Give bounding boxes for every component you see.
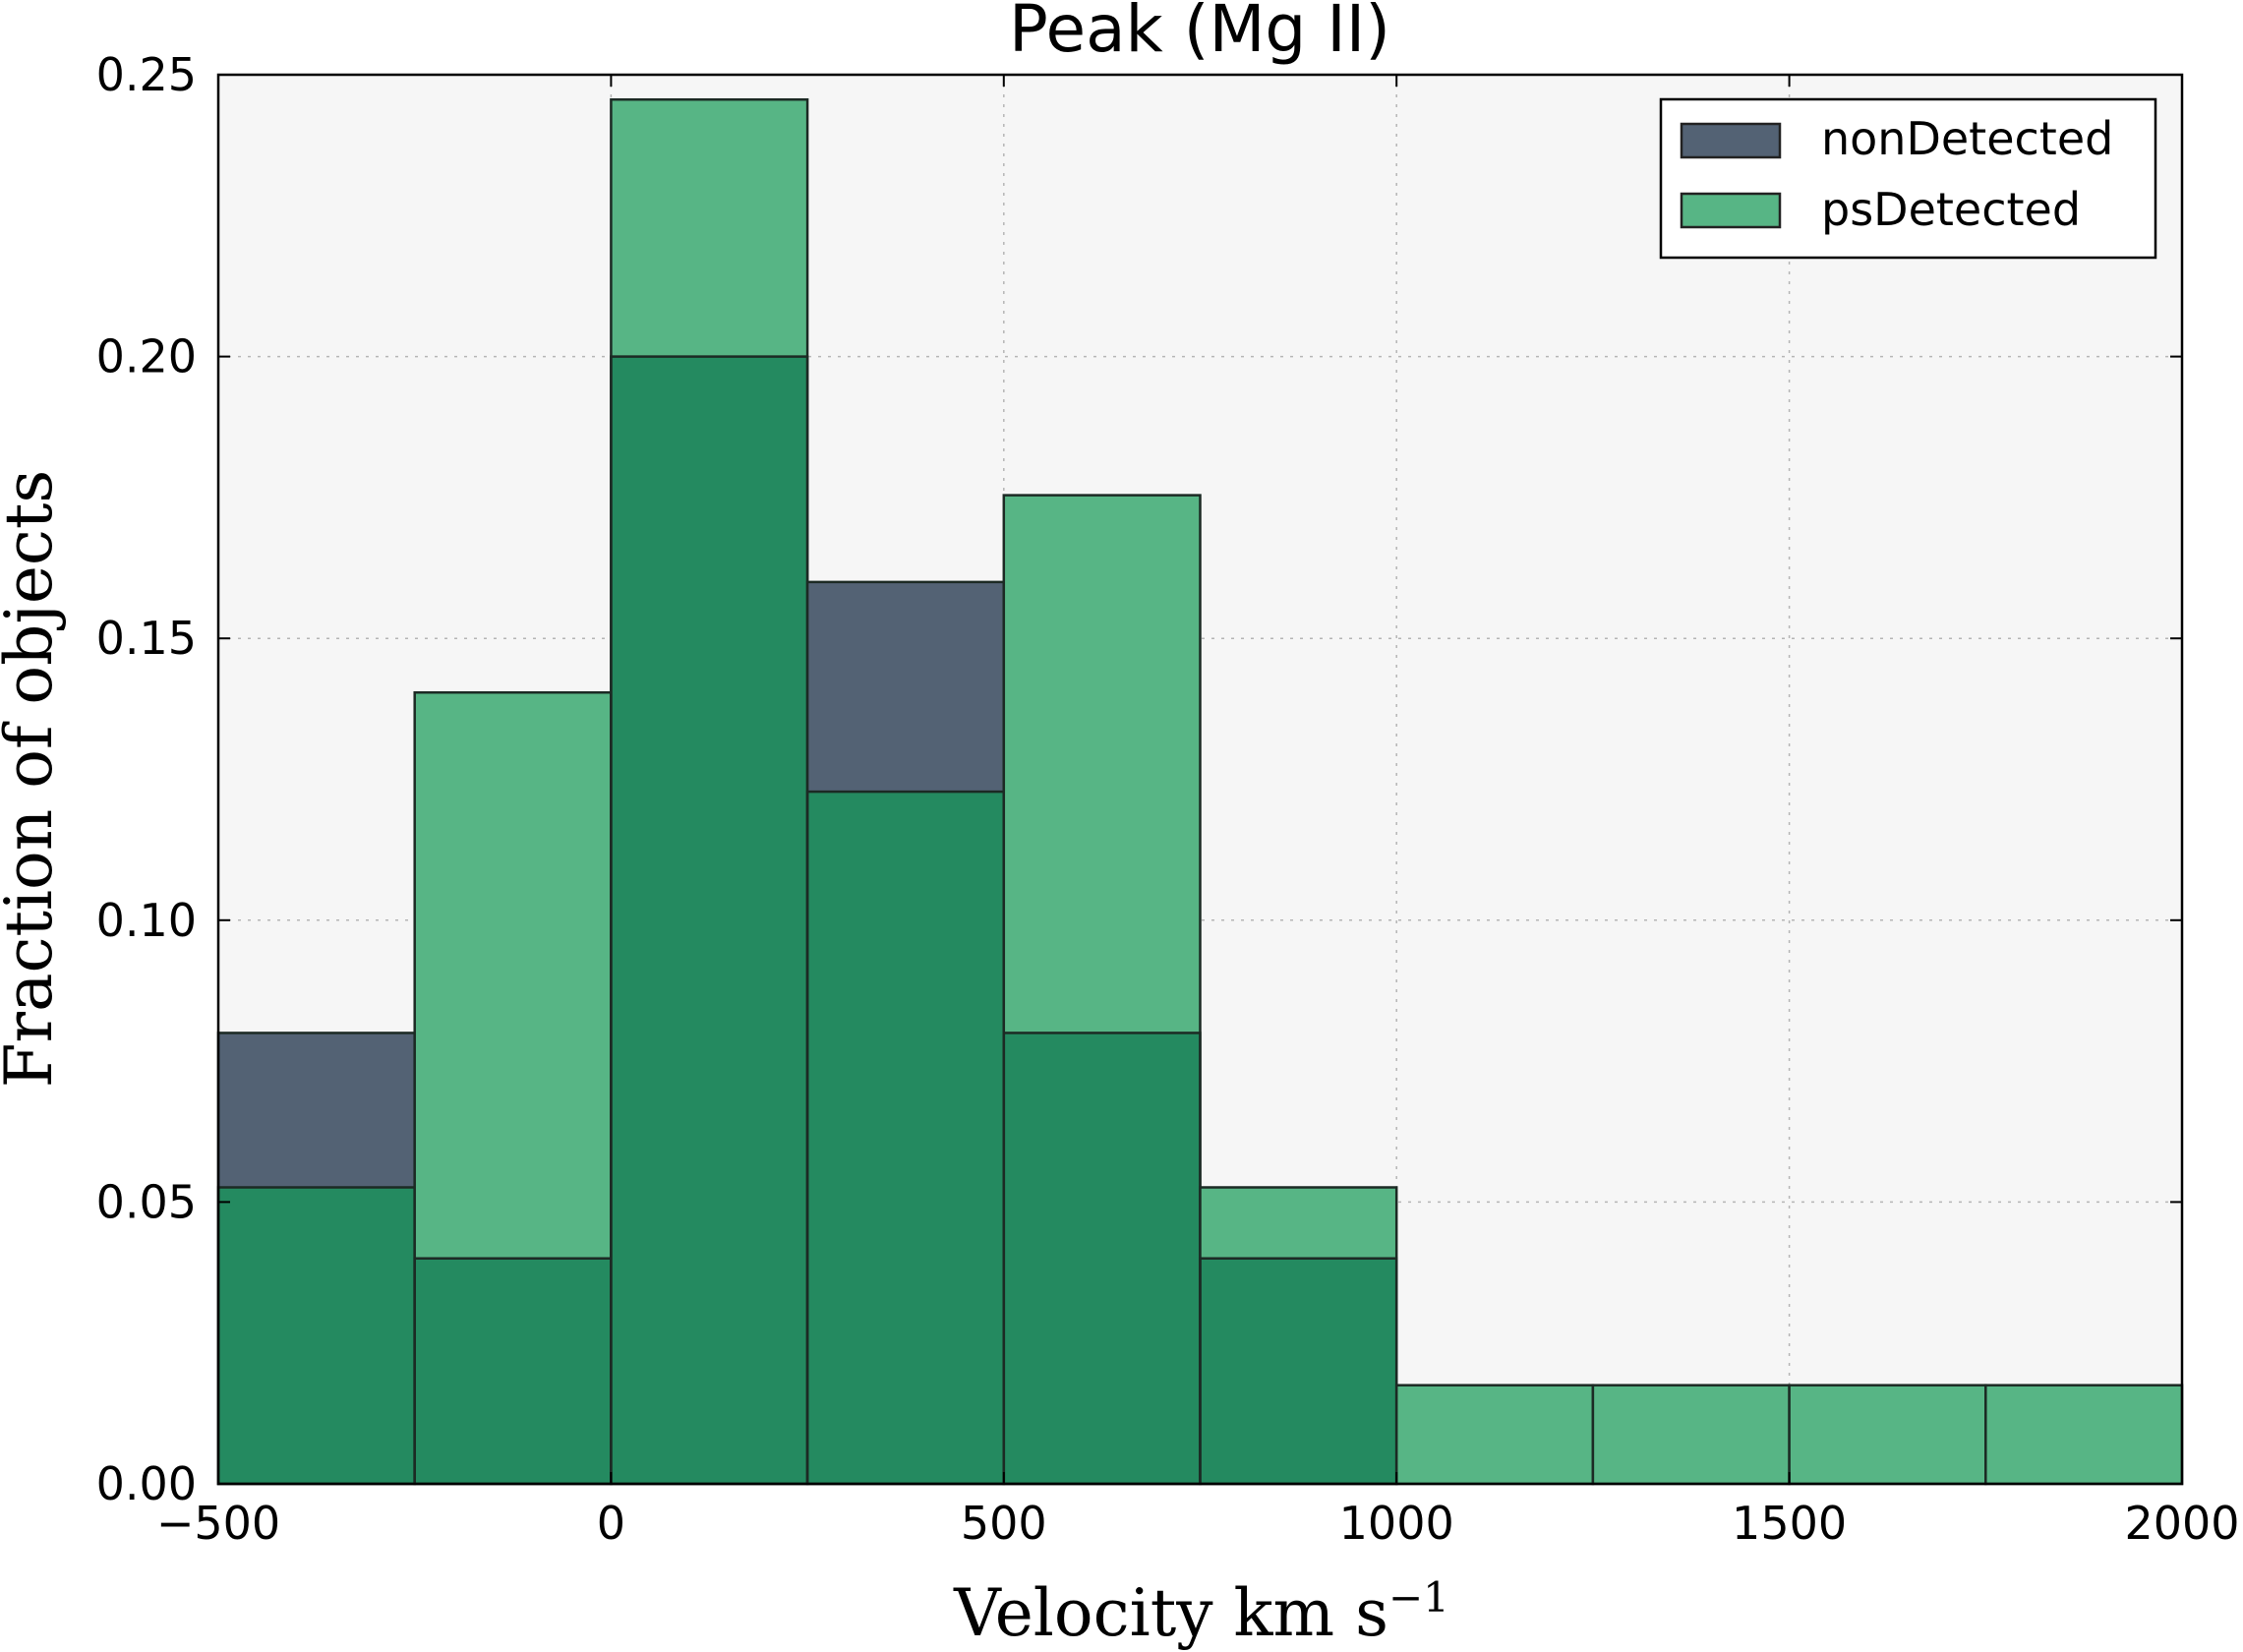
x-tick-label: 0	[597, 1497, 625, 1550]
bar-overlap	[807, 792, 1004, 1484]
y-tick-label: 0.05	[96, 1175, 197, 1228]
x-axis-label: Velocity km s−1	[953, 1573, 1449, 1652]
bar-psdetected	[1985, 1385, 2182, 1484]
legend-label-nondetected: nonDetected	[1821, 112, 2113, 165]
legend-label-psdetected: psDetected	[1821, 183, 2081, 236]
y-tick-label: 0.10	[96, 894, 197, 947]
legend: nonDetected psDetected	[1659, 97, 2157, 260]
bar-nondetected	[807, 581, 1004, 793]
legend-swatch-psdetected	[1680, 192, 1782, 229]
bar-overlap	[1003, 1032, 1201, 1484]
y-tick-label: 0.25	[96, 48, 197, 101]
x-tick-label: 2000	[2124, 1497, 2239, 1550]
bar-psdetected	[1592, 1385, 1790, 1484]
legend-swatch-nondetected	[1680, 122, 1782, 159]
y-tick-label: 0.15	[96, 612, 197, 665]
y-tick-label: 0.00	[96, 1457, 197, 1510]
x-tick-label: 500	[961, 1497, 1047, 1550]
y-axis-label: Fraction of objects	[0, 470, 67, 1089]
bar-psdetected	[414, 692, 612, 1259]
bar-psdetected	[611, 99, 808, 357]
bars	[216, 97, 2184, 1486]
x-axis-label-exponent: −1	[1388, 1573, 1449, 1622]
ticks: −500 0 500 1000 1500 2000 0.00 0.05 0.10 0.15 0.20…	[96, 48, 2240, 1550]
bar-psdetected	[1200, 1187, 1397, 1259]
x-tick-label: 1500	[1732, 1497, 1847, 1550]
bar-overlap	[218, 1187, 415, 1484]
chart-title: Peak (Mg II)	[1009, 0, 1390, 67]
bar-overlap	[414, 1258, 612, 1484]
bar-psdetected	[1396, 1385, 1593, 1484]
bar-psdetected	[1789, 1385, 1986, 1484]
bar-overlap	[611, 356, 808, 1485]
plot-frame	[216, 73, 2184, 1486]
x-tick-label: −500	[156, 1497, 280, 1550]
legend-box	[1659, 97, 2157, 260]
y-tick-label: 0.20	[96, 330, 197, 384]
bar-psdetected	[1003, 495, 1201, 1033]
bar-overlap	[1200, 1258, 1397, 1484]
x-tick-label: 1000	[1339, 1497, 1454, 1550]
bar-nondetected	[218, 1032, 415, 1188]
